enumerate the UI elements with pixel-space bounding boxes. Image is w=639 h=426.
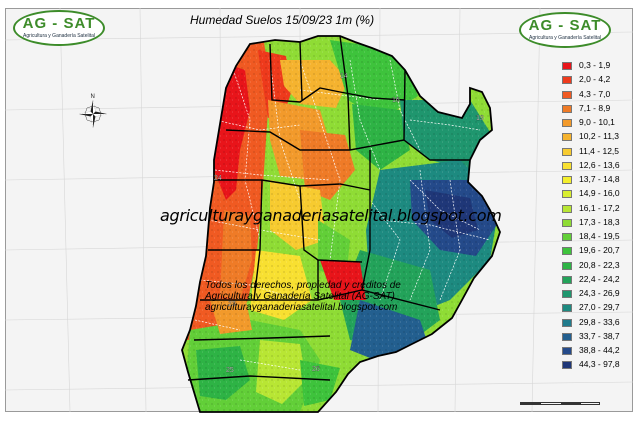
region-label-26: 26 <box>312 366 320 373</box>
legend-item: 18,4 - 19,5 <box>562 230 630 244</box>
legend-label: 17,3 - 18,3 <box>579 216 620 227</box>
legend-swatch <box>562 347 572 355</box>
legend-swatch <box>562 261 572 270</box>
legend-swatch <box>562 218 572 227</box>
legend-item: 9,0 - 10,1 <box>562 116 630 130</box>
legend-swatch <box>562 361 572 370</box>
legend-item: 2,0 - 4,2 <box>562 73 630 87</box>
copyright-line-1: Todos los derechos, propiedad y créditos… <box>205 280 401 291</box>
region-label-23: 23 <box>228 301 236 308</box>
legend-label: 44,3 - 97,8 <box>579 359 620 370</box>
region-labels: 14 16 19 23 24 25 26 <box>214 73 484 374</box>
legend-label: 16,1 - 17,2 <box>579 202 620 213</box>
legend-label: 22,4 - 24,2 <box>579 273 620 284</box>
legend-label: 4,3 - 7,0 <box>579 88 611 99</box>
legend-item: 0,3 - 1,9 <box>562 59 630 73</box>
legend-label: 33,7 - 38,7 <box>579 330 620 341</box>
legend-label: 27,0 - 29,7 <box>579 302 620 313</box>
legend-item: 27,0 - 29,7 <box>562 301 630 315</box>
legend-item: 13,7 - 14,8 <box>562 173 630 187</box>
legend-label: 13,7 - 14,8 <box>579 174 620 184</box>
province-borders <box>181 35 501 413</box>
legend-item: 10,2 - 11,3 <box>562 130 630 144</box>
legend-label: 12,6 - 13,6 <box>579 159 620 170</box>
ag-sat-logo-left: AG - SAT Agricultura y Ganadería Satelit… <box>13 10 105 46</box>
region-label-25: 25 <box>226 367 234 374</box>
map-title: Humedad Suelos 15/09/23 1m (%) <box>190 13 375 27</box>
legend-label: 14,9 - 16,0 <box>579 188 620 199</box>
legend-label: 24,3 - 26,9 <box>579 288 620 298</box>
copyright-notice: Todos los derechos, propiedad y créditos… <box>205 280 450 313</box>
legend-item: 22,4 - 24,2 <box>562 273 630 287</box>
region-label-14: 14 <box>340 73 348 80</box>
legend-swatch <box>562 332 572 341</box>
legend-item: 44,3 - 97,8 <box>562 358 630 372</box>
ag-sat-logo-right: AG - SAT Agricultura y Ganadería Satelit… <box>519 12 611 48</box>
legend-item: 16,1 - 17,2 <box>562 202 630 216</box>
legend-swatch <box>562 147 572 156</box>
legend-swatch <box>562 62 572 70</box>
legend-item: 29,8 - 33,6 <box>562 316 630 330</box>
legend-label: 2,0 - 4,2 <box>579 74 611 85</box>
legend-item: 33,7 - 38,7 <box>562 330 630 344</box>
compass-rose-icon: N <box>79 94 107 128</box>
legend-label: 0,3 - 1,9 <box>579 60 611 70</box>
legend-swatch <box>562 76 572 85</box>
legend-swatch <box>562 190 572 199</box>
legend-label: 18,4 - 19,5 <box>579 231 620 241</box>
legend-item: 12,6 - 13,6 <box>562 159 630 173</box>
legend-label: 19,6 - 20,7 <box>579 245 620 256</box>
legend-swatch <box>562 304 572 313</box>
legend-item: 14,9 - 16,0 <box>562 187 630 201</box>
svg-text:N: N <box>91 94 95 100</box>
legend-swatch <box>562 233 572 241</box>
region-label-19: 19 <box>476 115 484 122</box>
legend-item: 38,8 - 44,2 <box>562 344 630 358</box>
legend-label: 9,0 - 10,1 <box>579 117 615 127</box>
legend-item: 19,6 - 20,7 <box>562 244 630 258</box>
legend-swatch <box>562 133 572 142</box>
legend-item: 20,8 - 22,3 <box>562 259 630 273</box>
legend-swatch <box>562 119 572 127</box>
region-label-16: 16 <box>392 97 400 104</box>
legend-swatch <box>562 90 572 99</box>
legend-label: 29,8 - 33,6 <box>579 316 620 327</box>
legend-label: 38,8 - 44,2 <box>579 345 620 355</box>
moisture-field <box>182 36 500 412</box>
legend-item: 7,1 - 8,9 <box>562 102 630 116</box>
legend-swatch <box>562 247 572 256</box>
legend-label: 20,8 - 22,3 <box>579 259 620 270</box>
legend-swatch <box>562 104 572 113</box>
scale-bar <box>520 402 600 405</box>
copyright-line-2: Agricultura y Ganadería Satelital (AG-SA… <box>205 291 395 302</box>
legend-swatch <box>562 318 572 327</box>
legend-swatch <box>562 161 572 170</box>
copyright-line-3: agriculturayganaderiasatelital.blogspot.… <box>205 302 398 313</box>
legend-item: 24,3 - 26,9 <box>562 287 630 301</box>
blog-watermark: agriculturayganaderiasatelital.blogspot.… <box>160 206 502 225</box>
legend-label: 11,4 - 12,5 <box>579 145 620 156</box>
legend-item: 17,3 - 18,3 <box>562 216 630 230</box>
region-label-24: 24 <box>214 175 222 182</box>
moisture-legend: 0,3 - 1,9 2,0 - 4,2 4,3 - 7,0 7,1 - 8,9 9,0 … <box>562 59 630 373</box>
legend-label: 7,1 - 8,9 <box>579 102 611 113</box>
legend-swatch <box>562 275 572 284</box>
legend-item: 11,4 - 12,5 <box>562 145 630 159</box>
legend-item: 4,3 - 7,0 <box>562 88 630 102</box>
legend-swatch <box>562 176 572 184</box>
legend-swatch <box>562 290 572 298</box>
legend-label: 10,2 - 11,3 <box>579 131 620 142</box>
legend-swatch <box>562 204 572 213</box>
